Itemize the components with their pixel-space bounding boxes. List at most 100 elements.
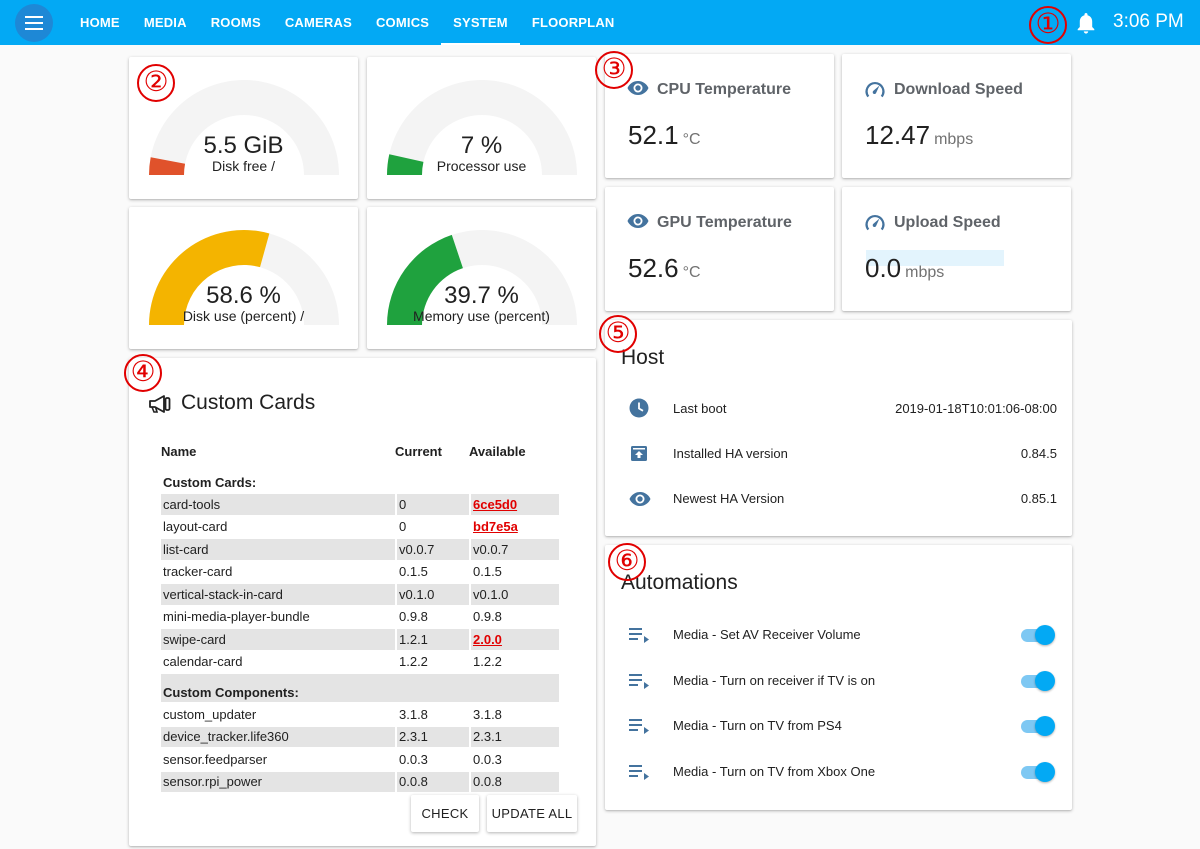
gauge-arc xyxy=(149,230,339,325)
playlist-play-icon xyxy=(629,628,649,643)
sensor-card-gpu-temperature[interactable]: GPU Temperature 52.6 °C xyxy=(605,187,834,311)
cell-available: bd7e5a xyxy=(469,516,559,537)
clock: 3:06 PM xyxy=(1113,11,1184,32)
gauge-memory-use[interactable]: 39.7 % Memory use (percent) xyxy=(367,207,596,349)
gauge-arc xyxy=(387,230,577,325)
sensor-title: GPU Temperature xyxy=(657,214,792,231)
sensor-title: Upload Speed xyxy=(894,214,1001,231)
automation-toggle[interactable] xyxy=(1019,716,1055,736)
gauge-processor-use[interactable]: 7 % Processor use xyxy=(367,57,596,199)
cell-name: swipe-card xyxy=(161,629,395,650)
gauge-value: 5.5 GiB xyxy=(203,132,284,159)
eye-icon xyxy=(627,81,649,95)
cell-name: layout-card xyxy=(163,519,228,535)
menu-icon xyxy=(25,16,43,30)
automation-toggle[interactable] xyxy=(1019,761,1055,782)
table-row: sensor.feedparser 0.0.3 0.0.3 xyxy=(161,749,559,770)
tab-media[interactable]: MEDIA xyxy=(143,15,187,30)
cell-available: v0.1.0 xyxy=(469,584,559,605)
gauge-arc xyxy=(387,80,577,175)
table-row: tracker-card 0.1.5 0.1.5 xyxy=(161,561,559,582)
custom-cards-title: Custom Cards xyxy=(181,391,316,414)
sensor-card-upload-speed[interactable]: Upload Speed 0.0 mbps xyxy=(842,187,1071,311)
cell-current: 3.1.8 xyxy=(395,704,469,725)
sensor-card-cpu-temperature[interactable]: CPU Temperature 52.1 °C xyxy=(605,54,834,178)
table-row: layout-card 0 bd7e5a xyxy=(161,516,559,537)
cell-current: 0 xyxy=(395,494,469,515)
automation-label: Media - Turn on TV from Xbox One xyxy=(673,763,876,779)
cell-name: sensor.rpi_power xyxy=(161,771,395,792)
update-all-button[interactable]: UPDATE ALL xyxy=(487,795,577,832)
cell-available: 1.2.2 xyxy=(469,651,559,672)
automation-row[interactable]: Media - Set AV Receiver Volume xyxy=(605,620,1072,650)
tab-comics[interactable]: COMICS xyxy=(375,15,430,30)
tab-system[interactable]: SYSTEM xyxy=(441,0,520,45)
automation-label: Media - Set AV Receiver Volume xyxy=(673,627,861,642)
table-row: list-card v0.0.7 v0.0.7 xyxy=(161,539,559,560)
host-row-installed-version[interactable]: Installed HA version 0.84.5 xyxy=(605,439,1072,469)
automation-toggle[interactable] xyxy=(1019,625,1055,645)
cell-available: 0.9.8 xyxy=(469,606,559,627)
table-row: device_tracker.life360 2.3.1 2.3.1 xyxy=(161,726,559,747)
tab-rooms[interactable]: ROOMS xyxy=(210,15,261,30)
speedometer-icon xyxy=(865,215,885,231)
cell-name: sensor.feedparser xyxy=(163,751,268,767)
clock-icon xyxy=(629,398,649,418)
cell-name: device_tracker.life360 xyxy=(161,726,395,747)
update-available-link[interactable]: 6ce5d0 xyxy=(473,496,518,512)
row-label: Newest HA Version xyxy=(673,491,785,506)
automation-label: Media - Turn on TV from PS4 xyxy=(673,718,842,733)
tab-floorplan[interactable]: FLOORPLAN xyxy=(531,15,615,30)
bell-icon[interactable] xyxy=(1076,12,1096,34)
automation-toggle[interactable] xyxy=(1019,670,1055,691)
check-button[interactable]: CHECK xyxy=(411,795,479,832)
cell-available: 6ce5d0 xyxy=(469,494,559,515)
table-row: card-tools 0 6ce5d0 xyxy=(161,494,559,515)
annotation-marker-4: ④ xyxy=(124,354,162,392)
cell-available: 2.3.1 xyxy=(469,726,559,747)
cell-current: 1.2.1 xyxy=(395,629,469,650)
cell-name: calendar-card xyxy=(163,654,243,670)
cell-current: 0.1.5 xyxy=(395,561,469,582)
table-row: custom_updater 3.1.8 3.1.8 xyxy=(161,704,559,725)
sensor-card-download-speed[interactable]: Download Speed 12.47 mbps xyxy=(842,54,1071,178)
gauge-label: Processor use xyxy=(436,158,527,174)
speedometer-icon xyxy=(865,82,885,98)
gauge-value: 39.7 % xyxy=(444,282,519,309)
update-available-link[interactable]: 2.0.0 xyxy=(473,631,502,647)
gauge-label: Disk use (percent) / xyxy=(182,308,305,324)
tab-cameras[interactable]: CAMERAS xyxy=(284,15,352,30)
cell-current: 1.2.2 xyxy=(395,651,469,672)
automation-row[interactable]: Media - Turn on receiver if TV is on xyxy=(605,666,1072,696)
sensor-unit: mbps xyxy=(905,264,945,281)
host-title: Host xyxy=(621,346,665,369)
playlist-play-icon xyxy=(629,673,649,689)
sensor-value: 52.1 °C xyxy=(628,120,701,150)
annotation-marker-1: ① xyxy=(1029,6,1067,44)
table-row: sensor.rpi_power 0.0.8 0.0.8 xyxy=(161,771,559,792)
automation-row[interactable]: Media - Turn on TV from Xbox One xyxy=(605,757,1072,787)
host-row-newest-version[interactable]: Newest HA Version 0.85.1 xyxy=(605,484,1072,514)
gauge-disk-free[interactable]: 5.5 GiB Disk free / xyxy=(129,57,358,199)
cell-current: 2.3.1 xyxy=(395,726,469,747)
column-header-name: Name xyxy=(161,443,197,459)
cell-name: vertical-stack-in-card xyxy=(161,584,395,605)
row-value: 2019-01-18T10:01:06-08:00 xyxy=(895,401,1057,416)
gauge-disk-use[interactable]: 58.6 % Disk use (percent) / xyxy=(129,207,358,349)
custom-cards-table: Name Current Available Custom Cards: card… xyxy=(161,438,559,794)
playlist-play-icon xyxy=(629,764,649,780)
gauge-value: 7 % xyxy=(460,132,503,159)
sensor-value: 12.47 mbps xyxy=(865,120,974,150)
tab-home[interactable]: HOME xyxy=(80,15,120,30)
cell-available: v0.0.7 xyxy=(469,539,559,560)
automations-title: Automations xyxy=(621,571,738,594)
menu-button[interactable] xyxy=(15,4,53,42)
host-row-last-boot[interactable]: Last boot 2019-01-18T10:01:06-08:00 xyxy=(605,394,1072,424)
update-available-link[interactable]: bd7e5a xyxy=(473,519,518,535)
row-value: 0.85.1 xyxy=(1020,491,1057,506)
cell-name: list-card xyxy=(161,539,395,560)
automation-row[interactable]: Media - Turn on TV from PS4 xyxy=(605,711,1072,741)
annotation-marker-2: ② xyxy=(137,64,175,102)
table-row: swipe-card 1.2.1 2.0.0 xyxy=(161,629,559,650)
gauge-label: Disk free / xyxy=(211,158,275,174)
